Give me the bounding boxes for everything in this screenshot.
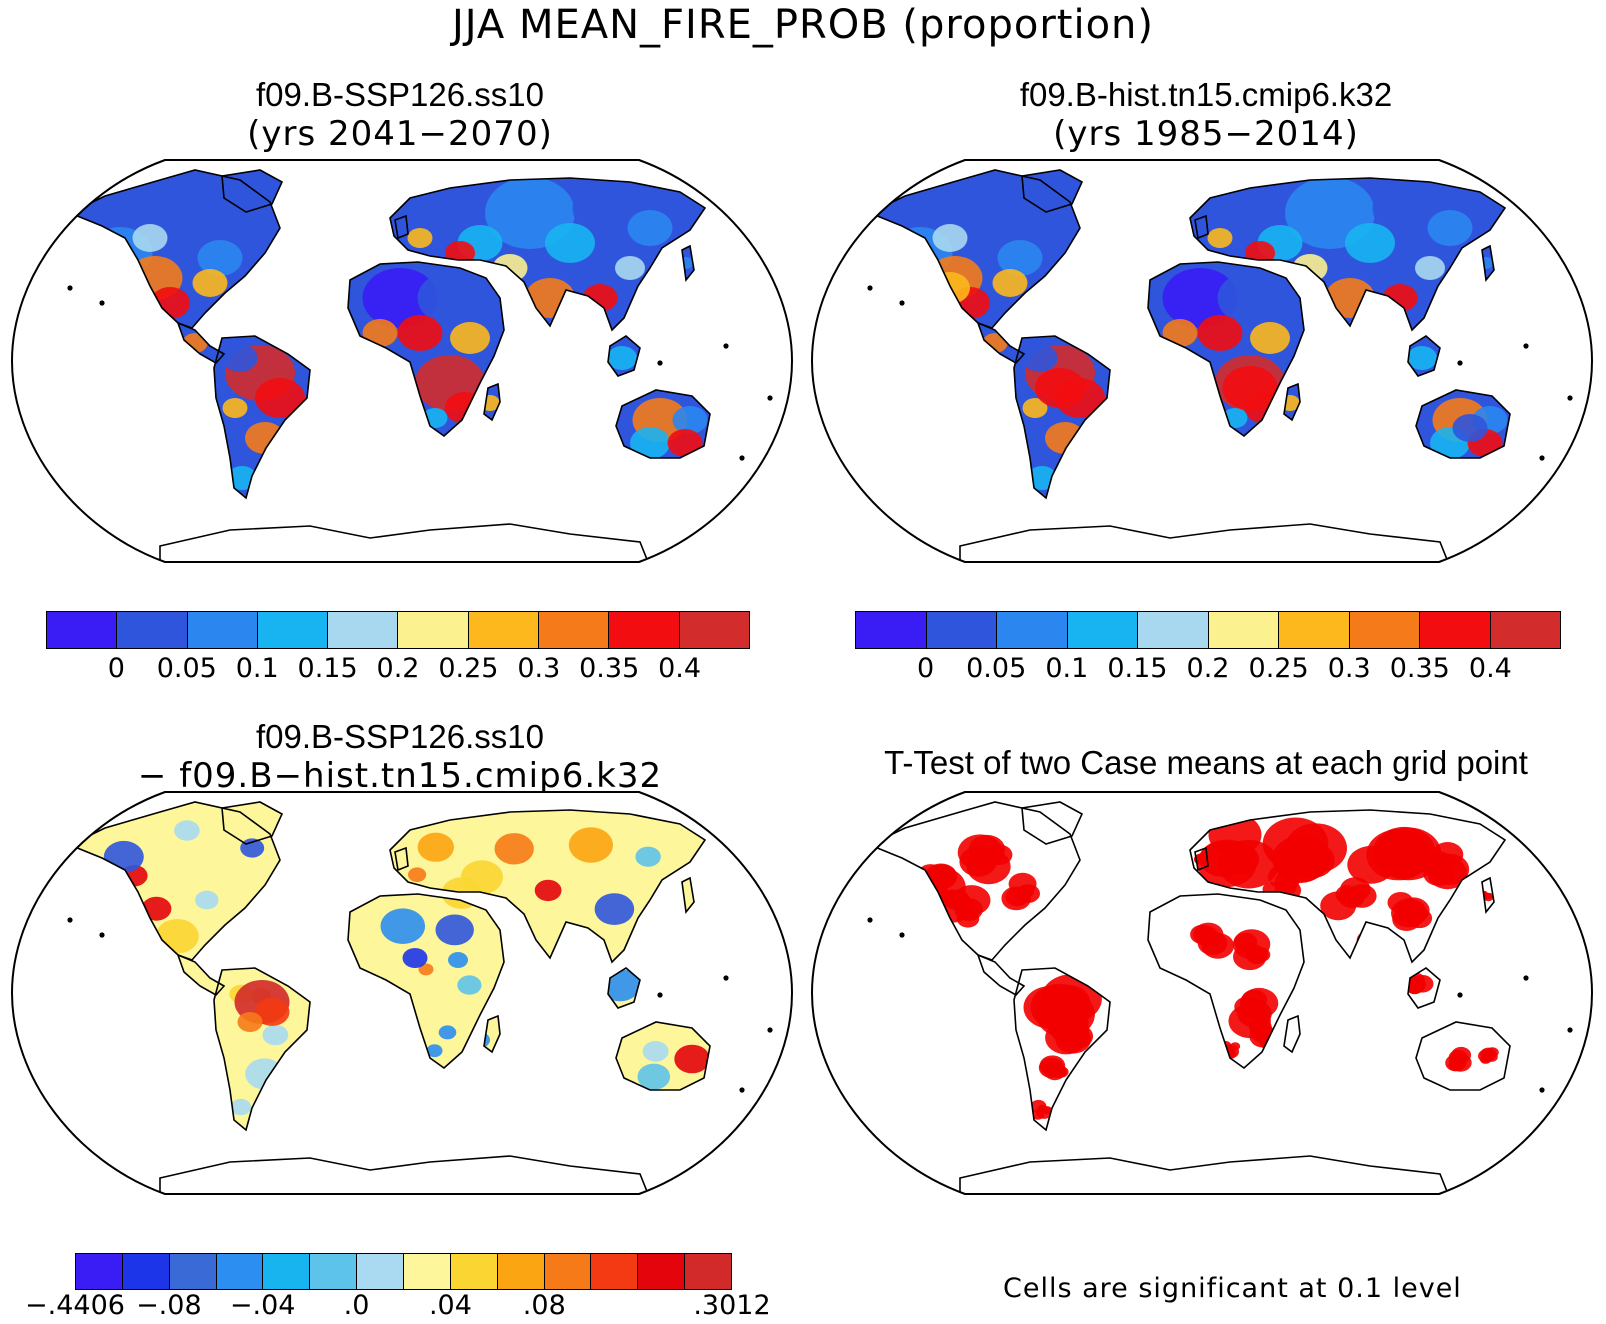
colorbar-swatch — [1208, 612, 1279, 648]
map-frame — [810, 159, 1594, 563]
colorbar-swatch — [117, 612, 188, 648]
colorbar-swatch — [591, 1254, 639, 1289]
colorbar-swatch — [257, 612, 329, 648]
colorbar-labels-top-right: 0 0.05 0.1 0.15 0.2 0.25 0.3 0.35 0.4 — [855, 653, 1561, 687]
colorbar-swatch — [404, 1254, 451, 1289]
colorbar-tick-label: −.4406 — [25, 1290, 125, 1321]
colorbar-tick-label: 0.05 — [156, 653, 217, 684]
colorbar-tick-label: .3012 — [693, 1290, 771, 1321]
colorbar-swatch — [357, 1254, 405, 1289]
panel-title-top-left: f09.B-SSP126.ss10 — [255, 76, 544, 113]
map-frame — [10, 791, 794, 1195]
colorbar-swatch — [539, 612, 610, 648]
map-panel-top-left — [10, 159, 794, 563]
colorbar-swatch — [122, 1254, 170, 1289]
colorbar-swatch — [187, 612, 258, 648]
panel-title-bottom-left: f09.B-SSP126.ss10 — [255, 718, 544, 755]
colorbar-swatch — [638, 1254, 686, 1289]
colorbar-tick-label: 0.3 — [1327, 653, 1371, 684]
map-panel-bottom-left — [10, 791, 794, 1195]
colorbar-swatch — [609, 612, 680, 648]
colorbar-swatch — [1349, 612, 1420, 648]
panel-title-bottom-right: T-Test of two Case means at each grid po… — [884, 744, 1528, 781]
colorbar-swatch — [328, 612, 399, 648]
colorbar-swatch — [263, 1254, 311, 1289]
colorbar-tick-label: 0.15 — [1107, 653, 1168, 684]
colorbar-swatch — [169, 1254, 217, 1289]
colorbar-swatch — [47, 612, 118, 648]
colorbar-swatch — [856, 612, 927, 648]
colorbar-tick-label: 0.2 — [376, 653, 420, 684]
panel-title-top-right: f09.B-hist.tn15.cmip6.k32 — [1019, 76, 1393, 113]
colorbar-tick-label: 0.25 — [438, 653, 499, 684]
colorbar-swatch — [1420, 612, 1491, 648]
figure-title: JJA MEAN_FIRE_PROB (proportion) — [451, 2, 1155, 48]
map-frame — [810, 791, 1594, 1195]
colorbar-bottom-left — [75, 1253, 732, 1290]
colorbar-tick-label: 0.1 — [1045, 653, 1089, 684]
colorbar-swatch — [450, 1254, 498, 1289]
significance-note: Cells are significant at 0.1 level — [1003, 1273, 1462, 1304]
colorbar-labels-top-left: 0 0.05 0.1 0.15 0.2 0.25 0.3 0.35 0.4 — [46, 653, 750, 687]
panel-subtitle-top-right: (yrs 1985−2014) — [1053, 114, 1359, 154]
colorbar-tick-label: 0.1 — [235, 653, 279, 684]
colorbar-tick-label: −.08 — [136, 1290, 202, 1321]
panel-subtitle-top-left: (yrs 2041−2070) — [247, 114, 553, 154]
colorbar-tick-label: −.04 — [229, 1290, 296, 1321]
colorbar-tick-label: 0.15 — [297, 653, 358, 684]
colorbar-swatch — [497, 1254, 545, 1289]
colorbar-swatch — [468, 612, 540, 648]
colorbar-swatch — [1279, 612, 1350, 648]
colorbar-swatch — [1138, 612, 1209, 648]
colorbar-labels-bottom-left: −.4406 −.08 −.04 .0 .04 .08 .3012 — [25, 1290, 771, 1324]
colorbar-tick-label: .0 — [343, 1290, 370, 1321]
colorbar-top-left — [46, 611, 750, 649]
panel-subtitle-bottom-left: − f09.B−hist.tn15.cmip6.k32 — [137, 756, 663, 796]
colorbar-swatch — [997, 612, 1068, 648]
colorbar-tick-label: 0.05 — [966, 653, 1027, 684]
colorbar-tick-label: 0.35 — [1389, 653, 1450, 684]
colorbar-tick-label: 0.4 — [658, 653, 702, 684]
coastlines — [67, 801, 773, 1194]
colorbar-top-right — [855, 611, 1561, 649]
colorbar-tick-label: 0.35 — [579, 653, 640, 684]
colorbar-tick-label: 0.2 — [1186, 653, 1230, 684]
colorbar-swatch — [76, 1254, 123, 1289]
colorbar-swatch — [398, 612, 469, 648]
coastlines — [867, 169, 1573, 562]
colorbar-swatch — [1490, 612, 1560, 648]
colorbar-tick-label: .08 — [522, 1290, 566, 1321]
coastlines — [867, 801, 1573, 1194]
colorbar-tick-label: .04 — [428, 1290, 472, 1321]
colorbar-tick-label: 0.4 — [1468, 653, 1512, 684]
colorbar-tick-label: 0 — [917, 653, 935, 684]
map-panel-top-right — [810, 159, 1594, 563]
map-frame — [10, 159, 794, 563]
coastlines — [67, 169, 773, 562]
colorbar-swatch — [310, 1254, 358, 1289]
colorbar-tick-label: 0.25 — [1248, 653, 1309, 684]
colorbar-swatch — [679, 612, 749, 648]
colorbar-swatch — [544, 1254, 592, 1289]
colorbar-tick-label: 0 — [107, 653, 125, 684]
colorbar-swatch — [685, 1254, 732, 1289]
colorbar-swatch — [926, 612, 997, 648]
colorbar-swatch — [1067, 612, 1138, 648]
colorbar-swatch — [216, 1254, 264, 1289]
map-panel-bottom-right — [810, 791, 1594, 1195]
colorbar-tick-label: 0.3 — [517, 653, 561, 684]
